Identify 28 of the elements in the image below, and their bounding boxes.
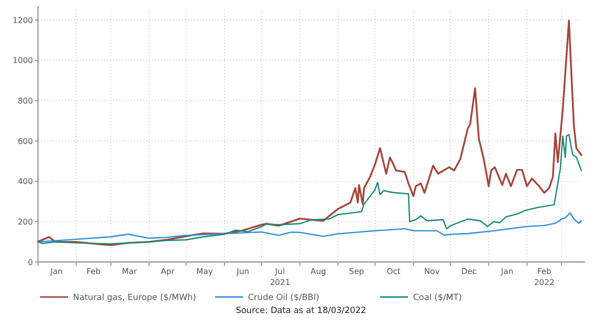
y-tick-label: 400 <box>18 177 33 186</box>
x-tick-label: May <box>196 267 214 276</box>
x-tick-label: Dec <box>461 267 477 276</box>
x-tick-label: Feb <box>86 267 101 276</box>
line-series <box>37 134 582 245</box>
x-tick-label: Mar <box>122 267 138 276</box>
x-tick-label: Jan <box>49 267 63 276</box>
line-series <box>37 212 582 242</box>
x-tick-label: Apr <box>160 267 176 276</box>
line-series <box>37 20 582 246</box>
x-tick-label: Jun <box>236 267 250 276</box>
legend-label: Crude Oil ($/BBl) <box>248 292 320 303</box>
x-tick-label: Nov <box>424 267 440 276</box>
source-note: Source: Data as at 18/03/2022 <box>236 306 366 316</box>
legend-label: Natural gas, Europe ($/MWh) <box>73 292 196 303</box>
x-tick-label: Aug <box>310 267 326 276</box>
x-tick-label: Oct <box>386 267 401 276</box>
y-tick-label: 800 <box>18 96 33 106</box>
x-tick-label: Jan <box>500 267 514 276</box>
legend-label: Coal ($/MT) <box>413 292 462 303</box>
x-tick-label: Feb 2022 <box>534 267 554 287</box>
x-tick-label: Jul 2021 <box>270 267 290 287</box>
y-tick-label: 0 <box>28 258 33 267</box>
y-tick-label: 1000 <box>12 56 33 66</box>
y-tick-label: 600 <box>18 136 33 146</box>
y-tick-label: 1200 <box>12 16 33 25</box>
y-tick-label: 200 <box>18 217 33 226</box>
x-tick-label: Sep <box>349 267 364 276</box>
